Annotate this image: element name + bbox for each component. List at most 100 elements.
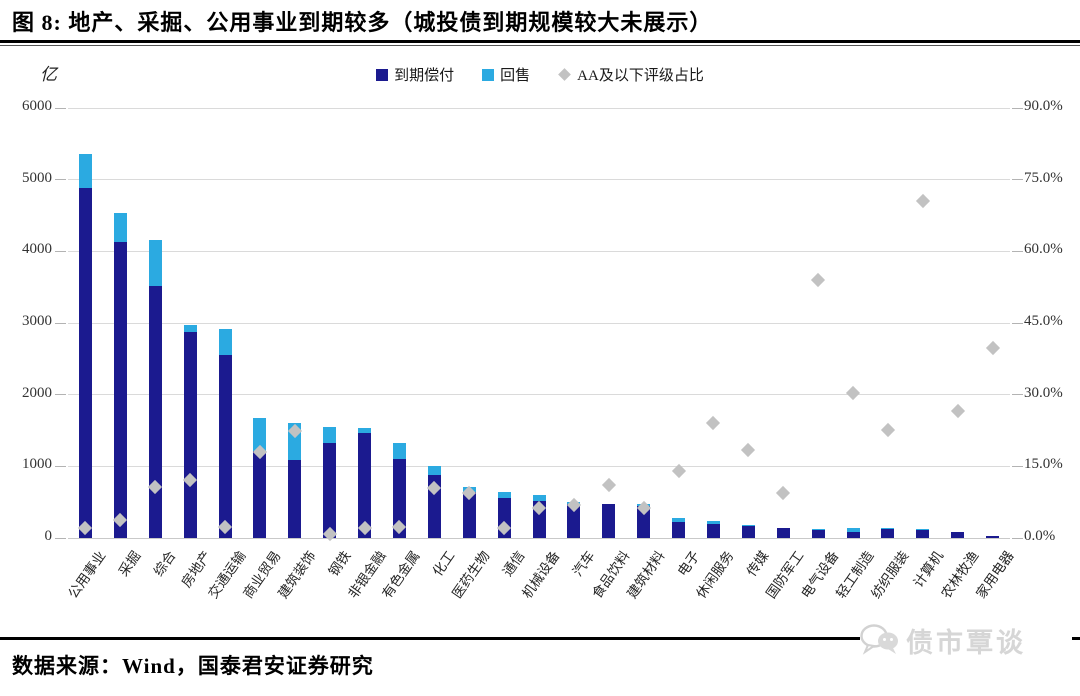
bar-putback-化工 [427, 466, 441, 475]
right-axis-tick-label: 45.0% [1024, 313, 1063, 329]
bar-putback-有色金属 [392, 442, 406, 460]
x-axis-label-采掘: 采掘 [116, 548, 144, 580]
gridline [68, 107, 1010, 109]
bar-maturity-农林牧渔 [951, 531, 965, 538]
bar-maturity-家用电器 [986, 535, 1000, 538]
bar-putback-钢铁 [323, 426, 337, 444]
bar-putback-纺织服装 [881, 527, 895, 530]
bar-maturity-建筑材料 [637, 505, 651, 538]
y-axis-tick-label: 6000 [22, 98, 52, 114]
bar-putback-电子 [672, 517, 686, 522]
bar-maturity-医药生物 [462, 492, 476, 538]
bar-putback-休闲服务 [706, 520, 720, 525]
right-axis-tick-label: 30.0% [1024, 384, 1063, 401]
left-axis-tick [55, 465, 66, 467]
right-axis-tick [1012, 250, 1023, 252]
bar-maturity-电子 [672, 521, 686, 538]
aa-ratio-diamond-icon [558, 68, 572, 81]
brand-name: 债市覃谈 [906, 627, 1026, 658]
x-axis-label-钢铁: 钢铁 [325, 548, 354, 580]
bar-maturity-钢铁 [323, 443, 337, 538]
bar-putback-通信 [497, 492, 511, 498]
bar-putback-非银金融 [358, 428, 372, 434]
gridline [68, 322, 1010, 324]
bar-maturity-国防军工 [776, 527, 790, 538]
scatter-point-aa-ratio-轻工制造 [845, 386, 861, 401]
legend-label-putback: 回售 [500, 68, 531, 84]
bar-putback-公用事业 [78, 153, 92, 189]
bar-putback-房地产 [183, 325, 197, 333]
data-source-text: 数据来源：Wind，国泰君安证券研究 [12, 654, 374, 678]
bar-maturity-采掘 [113, 242, 127, 538]
maturity-swatch-icon [376, 68, 389, 81]
left-axis-tick [55, 179, 66, 181]
scatter-point-aa-ratio-纺织服装 [880, 422, 895, 438]
bar-putback-综合 [148, 239, 162, 286]
x-axis-label-综合: 综合 [151, 548, 179, 580]
x-axis-label-公用事业: 公用事业 [65, 548, 110, 602]
title-rule [0, 40, 1080, 43]
bar-maturity-传媒 [741, 526, 755, 538]
scatter-point-aa-ratio-农林牧渔 [950, 403, 965, 418]
y-axis-tick-label: 5000 [22, 169, 52, 186]
y-axis-tick-label: 2000 [22, 384, 52, 401]
x-axis-label-汽车: 汽车 [569, 548, 598, 580]
bar-putback-机械设备 [532, 495, 546, 502]
bar-maturity-公用事业 [78, 188, 92, 538]
right-axis-tick-label: 75.0% [1024, 169, 1063, 186]
wechat-chat-bubbles-icon [860, 624, 898, 655]
bar-putback-交通运输 [218, 328, 232, 356]
bar-putback-计算机 [916, 529, 930, 531]
right-axis-tick [1012, 537, 1023, 539]
figure-title: 图 8: 地产、采掘、公用事业到期较多（城投债到期规模较大未展示） [12, 10, 713, 35]
left-axis-tick [55, 107, 66, 109]
bar-putback-商业贸易 [253, 417, 267, 451]
right-axis-tick [1012, 322, 1023, 324]
left-axis-tick [55, 394, 66, 396]
gridline [68, 179, 1010, 181]
y-axis-tick-label: 0 [44, 528, 53, 544]
right-axis-tick-label: 60.0% [1024, 241, 1063, 258]
plot-area [68, 107, 1010, 542]
right-axis-tick [1012, 465, 1023, 467]
bar-maturity-综合 [148, 285, 162, 538]
bar-maturity-非银金融 [358, 433, 372, 538]
right-axis-tick [1012, 179, 1023, 181]
title-rule-thin [0, 45, 1080, 46]
right-axis-tick-label: 0.0% [1024, 528, 1056, 544]
legend-item-putback: 回售 [482, 64, 530, 85]
bar-maturity-建筑装饰 [288, 459, 302, 538]
scatter-point-aa-ratio-家用电器 [985, 341, 1000, 356]
bar-maturity-商业贸易 [253, 450, 267, 538]
chart-legend: 到期偿付 回售 AA及以下评级占比 [0, 64, 1080, 85]
bar-maturity-有色金属 [392, 459, 406, 538]
x-axis-label-传媒: 传媒 [744, 548, 772, 580]
bar-maturity-计算机 [916, 530, 930, 538]
bar-maturity-休闲服务 [706, 524, 720, 538]
scatter-point-aa-ratio-传媒 [741, 443, 756, 458]
brand-watermark: 债市覃谈 [860, 618, 1072, 662]
putback-swatch-icon [482, 68, 495, 81]
right-axis-tick [1012, 107, 1023, 109]
left-axis-tick [55, 250, 66, 252]
y-axis-tick-label: 1000 [22, 456, 52, 473]
scatter-point-aa-ratio-休闲服务 [706, 416, 721, 431]
left-axis-unit: 亿 [40, 65, 57, 84]
gridline [68, 465, 1010, 467]
footer-rule [0, 637, 1080, 640]
bar-maturity-电气设备 [811, 530, 825, 538]
legend-item-aa-ratio: AA及以下评级占比 [558, 64, 704, 85]
right-axis-tick-label: 15.0% [1024, 456, 1063, 473]
scatter-point-aa-ratio-食品饮料 [601, 478, 616, 493]
bar-putback-传媒 [741, 525, 755, 527]
gridline [68, 394, 1010, 396]
bar-maturity-纺织服装 [881, 529, 895, 538]
legend-label-aa-ratio: AA及以下评级占比 [577, 68, 704, 84]
bar-maturity-交通运输 [218, 355, 232, 538]
gridline [68, 250, 1010, 252]
bar-maturity-食品饮料 [602, 503, 616, 538]
scatter-point-aa-ratio-计算机 [915, 194, 930, 209]
bar-maturity-轻工制造 [846, 531, 860, 538]
x-axis-label-电子: 电子 [674, 548, 703, 580]
